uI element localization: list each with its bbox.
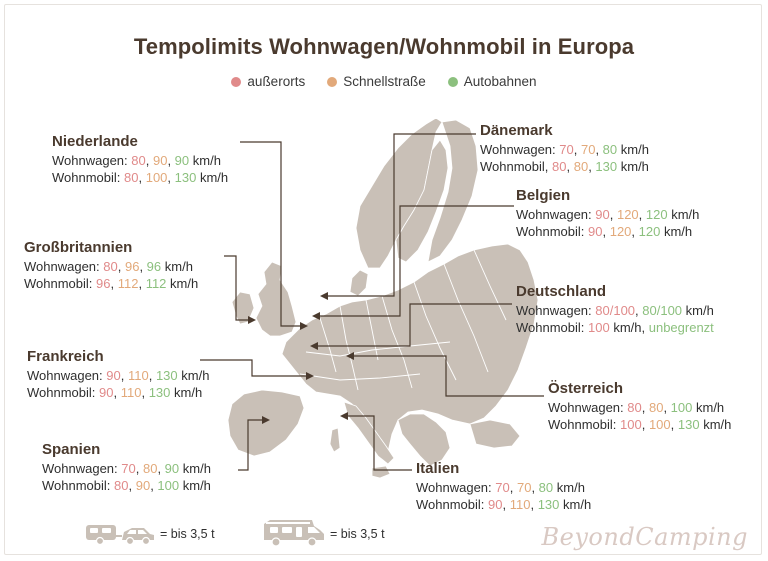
motorhome-weight-note: = bis 3,5 t: [330, 527, 385, 541]
label-deutschland: Deutschland Wohnwagen: 80/100, 80/100 km…: [516, 283, 714, 336]
label-spanien: Spanien Wohnwagen: 70, 80, 90 km/h Wohnm…: [42, 441, 211, 494]
label-oesterreich: Österreich Wohnwagen: 80, 80, 100 km/h W…: [548, 380, 731, 433]
legend-label: außerorts: [247, 74, 306, 89]
leader-grossbritannien: [224, 255, 248, 321]
motorhome-icon: [264, 520, 324, 547]
iberia-shape: [227, 389, 305, 457]
legend-label: Autobahnen: [463, 74, 537, 89]
border-lines: [299, 249, 507, 391]
caravan-weight-note: = bis 3,5 t: [160, 527, 215, 541]
arrow-belgien: [312, 312, 320, 320]
motorhome-line: Wohnmobil: 100 km/h, unbegrenzt: [516, 320, 714, 335]
motorhome-line: Wohnmobil: 96, 112, 112 km/h: [24, 276, 199, 291]
brand-logo: BeyondCamping: [541, 523, 748, 551]
legend-label: Schnellstraße: [343, 74, 426, 89]
continental-europe-shape: [281, 243, 539, 453]
arrow-niederlande: [300, 322, 308, 330]
arrow-grossbritannien: [248, 316, 256, 324]
arrow-frankreich: [306, 372, 314, 380]
leader-deutschland: [318, 303, 512, 347]
caravan-line: Wohnwagen: 90, 110, 130 km/h: [27, 368, 210, 383]
country-name: Österreich: [548, 380, 624, 397]
arrow-oesterreich: [346, 352, 354, 360]
legend-item-ausserorts: außerorts: [231, 74, 305, 89]
country-name: Niederlande: [52, 133, 138, 150]
turkey-shape: [469, 419, 521, 449]
country-name: Dänemark: [480, 122, 553, 139]
leader-italien: [348, 415, 412, 471]
country-name: Deutschland: [516, 283, 607, 300]
sicily-shape: [371, 465, 391, 479]
arrow-daenemark: [320, 292, 328, 300]
label-daenemark: Dänemark Wohnwagen: 70, 70, 80 km/h Wohn…: [480, 122, 649, 175]
arrow-spanien: [262, 416, 270, 424]
country-name: Spanien: [42, 441, 101, 458]
page-title: Tempolimits Wohnwagen/Wohnmobil in Europ…: [133, 34, 635, 59]
caravan-line: Wohnwagen: 80, 96, 96 km/h: [24, 259, 193, 274]
caravan-line: Wohnwagen: 70, 70, 80 km/h: [416, 480, 585, 495]
caravan-line: Wohnwagen: 80, 80, 100 km/h: [548, 400, 725, 415]
legend-dot-schnellstrasse: [327, 76, 338, 87]
legend: außerorts Schnellstraße Autobahnen: [0, 74, 768, 89]
arrow-italien: [340, 412, 348, 420]
motorhome-line: Wohnmobil: 80, 90, 100 km/h: [42, 478, 211, 493]
country-name: Belgien: [516, 187, 571, 204]
motorhome-line: Wohnmobil: 80, 100, 130 km/h: [52, 170, 229, 185]
denmark-shape: [349, 269, 369, 297]
caravan-line: Wohnwagen: 80/100, 80/100 km/h: [516, 303, 714, 318]
arrow-deutschland: [310, 342, 318, 350]
motorhome-line: Wohnmobil: 100, 100, 130 km/h: [548, 417, 732, 432]
great-britain-shape: [255, 261, 297, 337]
corsica-sardinia-shape: [329, 427, 341, 453]
country-name: Frankreich: [27, 348, 104, 365]
leader-frankreich: [200, 359, 306, 377]
caravan-line: Wohnwagen: 80, 90, 90 km/h: [52, 153, 221, 168]
sweden-finland-shape: [395, 139, 449, 263]
leader-spanien: [238, 419, 262, 471]
label-niederlande: Niederlande Wohnwagen: 80, 90, 90 km/h W…: [52, 133, 228, 186]
ireland-shape: [231, 291, 255, 325]
legend-dot-ausserorts: [231, 76, 242, 87]
image-frame: [4, 4, 762, 555]
leader-niederlande: [240, 141, 300, 327]
legend-dot-autobahnen: [447, 76, 458, 87]
caravan-line: Wohnwagen: 70, 80, 90 km/h: [42, 461, 211, 476]
label-belgien: Belgien Wohnwagen: 90, 120, 120 km/h Woh…: [516, 187, 699, 240]
caravan-line: Wohnwagen: 90, 120, 120 km/h: [516, 207, 700, 222]
country-name: Italien: [416, 460, 460, 477]
finland-russia-north-shape: [427, 119, 479, 263]
leader-belgien: [320, 205, 514, 317]
legend-item-schnellstrasse: Schnellstraße: [327, 74, 426, 89]
label-grossbritannien: Großbritannien Wohnwagen: 80, 96, 96 km/…: [24, 239, 198, 292]
label-frankreich: Frankreich Wohnwagen: 90, 110, 130 km/h …: [27, 348, 209, 401]
motorhome-line: Wohnmobil: 90, 110, 130 km/h: [27, 385, 203, 400]
label-italien: Italien Wohnwagen: 70, 70, 80 km/h Wohnm…: [416, 460, 591, 513]
legend-item-autobahnen: Autobahnen: [447, 74, 537, 89]
leader-daenemark: [328, 133, 476, 297]
balkans-shape: [397, 413, 451, 467]
motorhome-line: Wohnmobil: 90, 110, 130 km/h: [416, 497, 592, 512]
motorhome-line: Wohnmobil, 80, 80, 130 km/h: [480, 159, 649, 174]
leader-oesterreich: [354, 355, 544, 397]
car-with-caravan-icon: [86, 525, 154, 546]
caravan-line: Wohnwagen: 70, 70, 80 km/h: [480, 142, 649, 157]
motorhome-line: Wohnmobil: 90, 120, 120 km/h: [516, 224, 693, 239]
country-name: Großbritannien: [24, 239, 133, 256]
